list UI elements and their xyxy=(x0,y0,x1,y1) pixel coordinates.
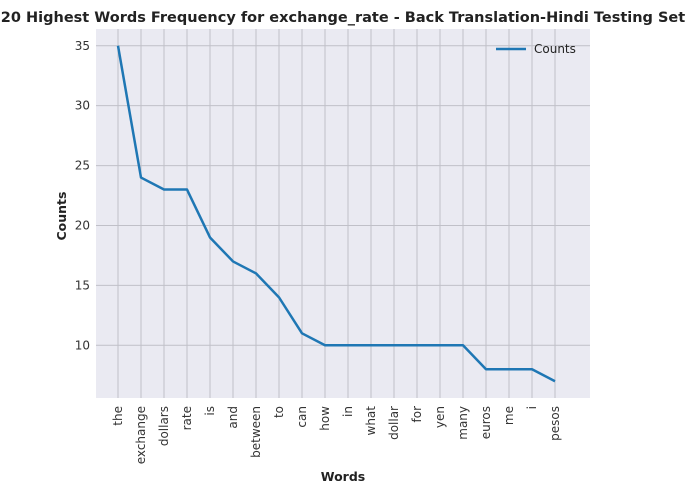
x-tick-label: how xyxy=(318,406,332,431)
x-tick-label: in xyxy=(341,406,355,417)
x-tick-label: between xyxy=(249,406,263,458)
x-tick-label: to xyxy=(272,406,286,418)
x-tick-label: euros xyxy=(479,406,493,439)
x-tick-label: me xyxy=(502,406,516,425)
grid xyxy=(96,29,590,398)
x-tick-label: pesos xyxy=(548,406,562,441)
y-tick-label: 10 xyxy=(75,338,90,352)
x-axis-label: Words xyxy=(321,469,365,484)
y-tick-label: 35 xyxy=(75,39,90,53)
x-tick-label: what xyxy=(364,406,378,436)
y-tick-label: 30 xyxy=(75,99,90,113)
x-tick-label: can xyxy=(295,406,309,428)
series-line-counts xyxy=(116,45,556,383)
x-axis-ticks: the exchange dollars rate is and between to can h… xyxy=(111,406,562,465)
x-tick-label: i xyxy=(525,406,539,409)
x-tick-label: dollars xyxy=(157,406,171,446)
x-tick-label: the xyxy=(111,406,125,426)
y-tick-label: 25 xyxy=(75,159,90,173)
legend: Counts xyxy=(496,42,576,56)
x-tick-label: exchange xyxy=(134,406,148,464)
legend-label-counts: Counts xyxy=(534,42,576,56)
x-tick-label: yen xyxy=(433,406,447,428)
y-axis-ticks: 10 15 20 25 30 35 xyxy=(75,39,90,353)
x-tick-label: rate xyxy=(180,406,194,430)
y-tick-label: 20 xyxy=(75,218,90,232)
chart-title: 20 Highest Words Frequency for exchange_… xyxy=(1,10,685,26)
plot-area xyxy=(96,29,590,398)
x-tick-label: is xyxy=(203,406,217,416)
x-tick-label: dollar xyxy=(387,406,401,440)
series-layer xyxy=(116,45,556,383)
x-tick-label: and xyxy=(226,406,240,429)
x-tick-label: many xyxy=(456,406,470,440)
y-tick-label: 15 xyxy=(75,278,90,292)
y-axis-label: Counts xyxy=(54,192,69,241)
x-tick-label: for xyxy=(410,406,424,423)
